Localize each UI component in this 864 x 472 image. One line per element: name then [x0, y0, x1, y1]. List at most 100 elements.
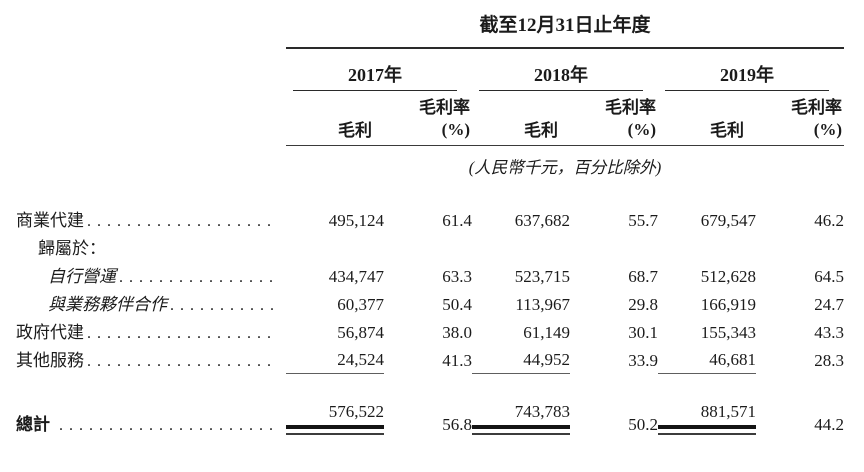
col-header-margin-2019: 毛利率 (%)	[756, 92, 845, 146]
margin-value: 28.3	[814, 351, 845, 370]
margin-label-line2: (%)	[627, 120, 656, 139]
table-row-other-services: 其他服務 ...................................…	[16, 346, 844, 374]
leader-dots: ........................................…	[59, 417, 278, 434]
leader-dots: ........................................…	[87, 213, 278, 230]
table-row-partner-cooperation: 與業務夥伴合作 ................................…	[16, 290, 844, 318]
double-rule	[472, 425, 570, 435]
margin-header-cell: 毛利率 (%)	[570, 92, 658, 146]
double-rule	[658, 425, 756, 435]
gross-profit-value: 523,715	[514, 267, 570, 286]
empty-cell	[16, 8, 286, 48]
total-margin-value: 50.2	[628, 415, 658, 434]
double-rule	[286, 425, 384, 435]
margin-value: 24.7	[814, 295, 845, 314]
col-header-gross-profit-2017: 毛利	[286, 111, 384, 146]
gross-profit-value: 434,747	[328, 267, 384, 286]
year-header-row: 2017年 2018年 2019年	[16, 48, 844, 92]
leader-dots: ........................................…	[87, 325, 278, 342]
gross-profit-table: 截至12月31日止年度 2017年 2018年 2019年 毛利	[16, 8, 845, 438]
leader-dots: ........................................…	[87, 353, 278, 370]
year-header-2018: 2018年	[479, 50, 643, 91]
gross-profit-value: 46,681	[658, 346, 756, 374]
row-label-cell: 商業代建 ...................................…	[16, 206, 286, 234]
margin-value: 30.1	[628, 323, 658, 342]
row-label: 政府代建	[16, 323, 84, 342]
margin-value: 64.5	[814, 267, 845, 286]
gross-profit-value: 60,377	[337, 295, 384, 314]
margin-header-cell: 毛利率 (%)	[756, 92, 845, 146]
table-row-total: 總計 .....................................…	[16, 402, 844, 438]
row-label: 歸屬於：	[38, 239, 106, 258]
margin-value: 33.9	[628, 351, 658, 370]
margin-value: 50.4	[442, 295, 472, 314]
gross-profit-value: 166,919	[700, 295, 756, 314]
table-row-commercial: 商業代建 ...................................…	[16, 206, 844, 234]
col-header-margin-2018: 毛利率 (%)	[570, 92, 658, 146]
empty-cell	[16, 146, 286, 182]
row-label-cell: 總計 .....................................…	[16, 402, 286, 438]
margin-value: 55.7	[628, 211, 658, 230]
margin-value: 29.8	[628, 295, 658, 314]
gross-profit-value	[658, 234, 756, 262]
gross-profit-value: 155,343	[700, 323, 756, 342]
period-header-text: 截至12月31日止年度	[479, 15, 651, 36]
margin-value: 61.4	[442, 211, 472, 230]
empty-cell	[16, 48, 286, 92]
spacer-row	[16, 374, 844, 402]
leader-dots: ........................................…	[119, 269, 278, 286]
margin-label-line1: 毛利率	[419, 98, 470, 117]
column-header-row: 毛利 毛利率 (%) 毛利 毛利率 (%) 毛利	[16, 92, 845, 146]
margin-value: 63.3	[442, 267, 472, 286]
period-header-row: 截至12月31日止年度	[16, 8, 845, 49]
margin-label-line1: 毛利率	[605, 98, 656, 117]
margin-value	[570, 234, 658, 262]
empty-cell	[16, 92, 286, 146]
year-header-2017: 2017年	[293, 50, 457, 91]
margin-value: 41.3	[442, 351, 472, 370]
leader-dots: ........................................…	[170, 297, 278, 314]
gross-profit-value: 61,149	[523, 323, 570, 342]
total-gross-profit-value: 881,571	[658, 402, 756, 438]
row-label-cell: 歸屬於：	[16, 234, 286, 262]
spacer-row	[16, 182, 844, 206]
period-header: 截至12月31日止年度	[286, 8, 845, 49]
margin-header-cell: 毛利率 (%)	[384, 92, 472, 146]
margin-value: 46.2	[814, 211, 845, 230]
row-label-cell: 自行營運 ...................................…	[16, 262, 286, 290]
gross-profit-value: 44,952	[472, 346, 570, 374]
row-label-cell: 其他服務 ...................................…	[16, 346, 286, 374]
col-header-gross-profit-2019: 毛利	[658, 111, 756, 146]
margin-label-line2: (%)	[441, 120, 470, 139]
gross-profit-value: 512,628	[700, 267, 756, 286]
unit-note: (人民幣千元，百分比除外)	[468, 158, 662, 177]
table-row-government: 政府代建 ...................................…	[16, 318, 844, 346]
row-label: 與業務夥伴合作	[48, 295, 167, 314]
gross-profit-header-cell: 毛利	[472, 92, 570, 146]
row-label: 其他服務	[16, 351, 84, 370]
gross-profit-value: 637,682	[514, 211, 570, 230]
gross-profit-value: 679,547	[700, 211, 756, 230]
total-margin-value: 56.8	[442, 415, 472, 434]
gross-profit-value: 24,524	[286, 346, 384, 374]
gross-profit-value: 56,874	[337, 323, 384, 342]
col-header-margin-2017: 毛利率 (%)	[384, 92, 472, 146]
total-row-label: 總計	[16, 415, 50, 434]
margin-value: 43.3	[814, 323, 845, 342]
margin-label-line1: 毛利率	[791, 98, 843, 117]
margin-label-line2: (%)	[813, 120, 843, 139]
margin-value	[756, 234, 844, 262]
row-label-cell: 政府代建 ...................................…	[16, 318, 286, 346]
gross-profit-header-cell: 毛利	[286, 92, 384, 146]
gross-profit-value	[286, 234, 384, 262]
unit-note-row: (人民幣千元，百分比除外)	[16, 146, 844, 182]
gross-profit-value: 495,124	[328, 211, 384, 230]
year-header-2019: 2019年	[665, 50, 830, 91]
table-row-attributable: 歸屬於：	[16, 234, 844, 262]
margin-value: 38.0	[442, 323, 472, 342]
col-header-gross-profit-2018: 毛利	[472, 111, 570, 146]
margin-value	[384, 234, 472, 262]
year-group-2017: 2017年	[286, 48, 472, 92]
financial-table-page: 截至12月31日止年度 2017年 2018年 2019年 毛利	[16, 8, 845, 438]
total-gross-profit-value: 743,783	[472, 402, 570, 438]
year-group-2018: 2018年	[472, 48, 658, 92]
